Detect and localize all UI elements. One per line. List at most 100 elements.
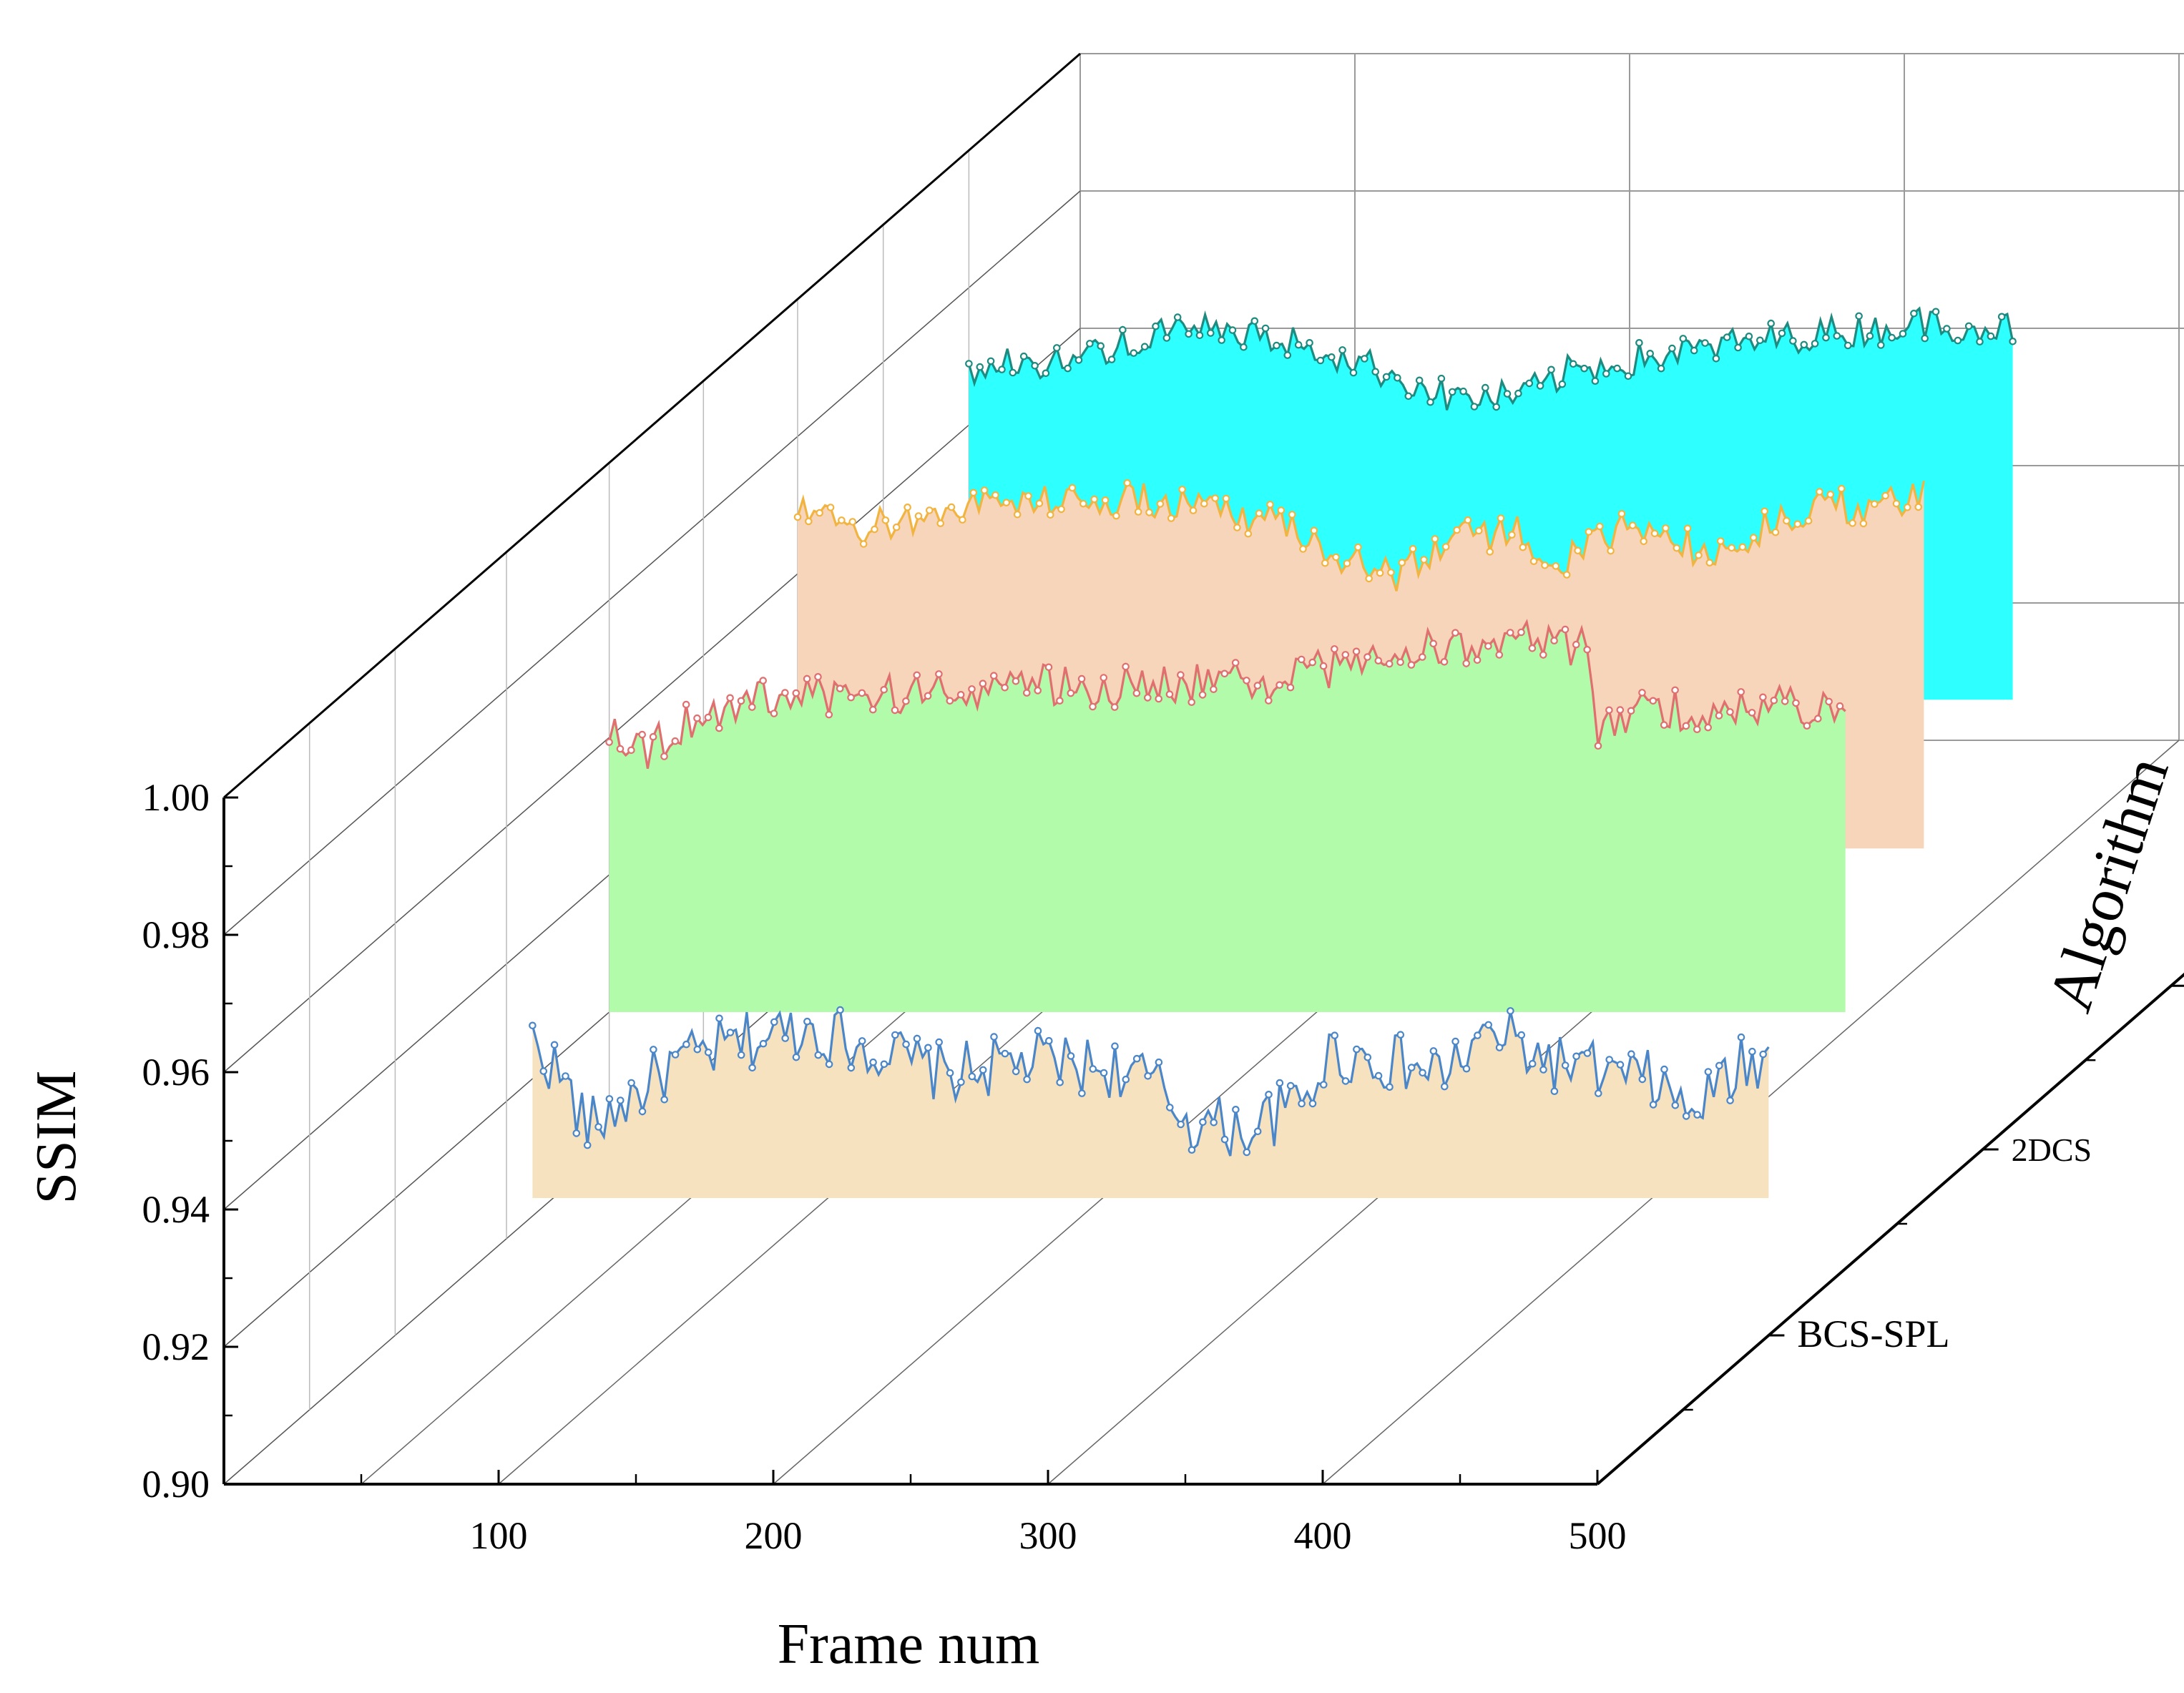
data-point: [1371, 368, 1379, 376]
series-area: [609, 622, 1846, 1012]
data-point: [1166, 1104, 1174, 1112]
data-point: [1767, 319, 1775, 328]
data-point: [1100, 1069, 1108, 1077]
data-point: [1243, 1148, 1251, 1157]
x-tick-label: 100: [470, 1514, 528, 1557]
data-point: [1657, 364, 1665, 373]
data-point: [1231, 659, 1240, 667]
data-point: [947, 503, 956, 511]
data-point: [1001, 1049, 1009, 1058]
data-point: [1793, 520, 1802, 528]
data-point: [1409, 544, 1417, 553]
data-point: [847, 1064, 856, 1072]
data-point: [1701, 339, 1709, 347]
data-point: [605, 738, 613, 746]
data-point: [1734, 343, 1742, 352]
data-point: [1441, 1082, 1449, 1091]
data-point: [979, 679, 987, 687]
data-point: [1426, 398, 1434, 406]
data-point: [1475, 526, 1483, 535]
data-point: [1199, 1118, 1207, 1127]
data-point: [1363, 653, 1371, 661]
data-point: [838, 516, 846, 524]
data-point: [726, 1029, 735, 1036]
data-point: [1673, 544, 1681, 552]
data-point: [1437, 374, 1446, 383]
data-point: [1310, 526, 1318, 535]
data-point: [1306, 338, 1313, 347]
data-point: [1833, 332, 1841, 340]
data-point: [1843, 341, 1852, 350]
data-point: [1042, 369, 1050, 378]
data-point: [1931, 308, 1940, 316]
data-point: [990, 672, 998, 679]
data-point: [1855, 312, 1863, 320]
data-point: [792, 689, 800, 697]
data-point: [1679, 335, 1688, 343]
data-point: [968, 685, 976, 693]
data-point: [1210, 1119, 1218, 1127]
data-point: [1031, 361, 1039, 370]
x-tick-label: 200: [745, 1514, 803, 1557]
data-point: [848, 518, 857, 526]
data-point: [1550, 637, 1558, 644]
data-point: [826, 504, 835, 511]
data-point: [1671, 686, 1679, 695]
data-point: [1866, 332, 1874, 340]
data-point: [836, 684, 844, 692]
data-point: [990, 1033, 998, 1041]
data-point: [1638, 1075, 1647, 1084]
data-point: [814, 1051, 823, 1059]
data-point: [858, 1037, 866, 1045]
data-point: [715, 724, 723, 732]
data-point: [759, 677, 767, 684]
data-point: [1811, 340, 1819, 348]
data-point: [1343, 559, 1351, 567]
data-point: [693, 1045, 702, 1054]
data-point: [605, 1095, 614, 1103]
data-point: [1583, 645, 1591, 654]
data-point: [1382, 373, 1391, 381]
data-point: [1517, 628, 1525, 637]
data-point: [1492, 403, 1500, 411]
data-point: [1053, 344, 1061, 352]
data-point: [1804, 516, 1813, 525]
data-point: [1660, 721, 1668, 729]
data-point: [1275, 681, 1283, 689]
data-point: [1222, 494, 1230, 503]
data-point: [1077, 674, 1086, 683]
data-point: [770, 710, 778, 717]
data-point: [871, 525, 878, 534]
series-area: [532, 1010, 1769, 1198]
data-point: [1097, 342, 1105, 350]
data-point: [926, 506, 934, 514]
data-point: [1119, 325, 1127, 334]
data-point: [969, 489, 978, 497]
data-point: [1178, 486, 1186, 494]
x-tick-label: 300: [1019, 1514, 1077, 1557]
data-point: [1649, 697, 1657, 705]
data-point: [881, 516, 890, 524]
data-point: [1899, 330, 1907, 338]
data-point: [682, 700, 690, 709]
data-point: [976, 363, 984, 371]
data-point: [957, 1078, 965, 1086]
data-point: [1464, 516, 1472, 524]
data-point: [1562, 571, 1571, 579]
data-point: [880, 685, 888, 694]
data-point: [904, 503, 911, 511]
data-point: [1211, 494, 1219, 502]
data-point: [1474, 1031, 1482, 1039]
data-point: [1616, 706, 1625, 714]
data-point: [1122, 1075, 1130, 1084]
data-point: [793, 513, 802, 521]
data-point: [825, 1060, 833, 1069]
data-point: [1308, 658, 1316, 667]
data-point: [935, 670, 943, 678]
data-point: [1964, 322, 1973, 330]
data-point: [1321, 559, 1329, 567]
data-point: [1090, 495, 1098, 504]
data-point: [1552, 562, 1560, 570]
data-point: [1704, 1068, 1713, 1076]
